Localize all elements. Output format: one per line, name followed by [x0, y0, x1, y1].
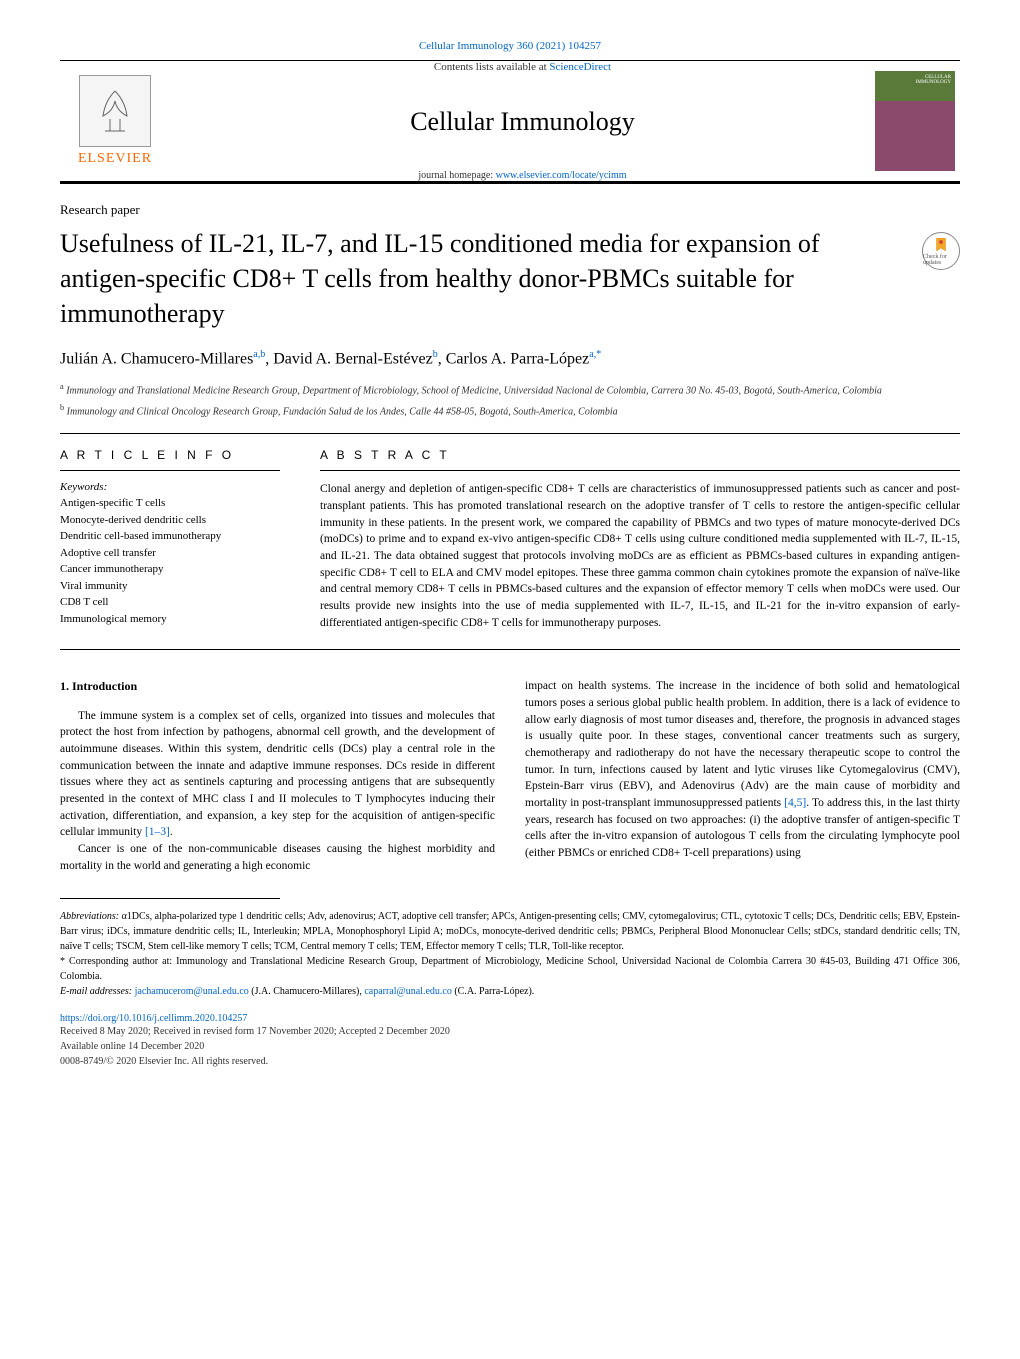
affiliation-a: a Immunology and Translational Medicine … [60, 381, 960, 398]
body-two-column: 1. Introduction The immune system is a c… [60, 678, 960, 874]
intro-col2-a: impact on health systems. The increase i… [525, 680, 960, 809]
journal-homepage-line: journal homepage: www.elsevier.com/locat… [170, 170, 875, 181]
contents-prefix: Contents lists available at [434, 61, 549, 73]
homepage-link[interactable]: www.elsevier.com/locate/ycimm [496, 170, 627, 181]
affiliation-b: b Immunology and Clinical Oncology Resea… [60, 402, 960, 419]
contents-available-line: Contents lists available at ScienceDirec… [170, 61, 875, 73]
abbreviations-label: Abbreviations: [60, 911, 119, 922]
article-info-heading: A R T I C L E I N F O [60, 448, 280, 471]
footer-separator [60, 898, 280, 899]
article-title: Usefulness of IL-21, IL-7, and IL-15 con… [60, 226, 902, 331]
check-updates-label: Check for updates [923, 254, 959, 266]
author-1: Julián A. Chamucero-Millares [60, 351, 253, 368]
authors-line: Julián A. Chamucero-Millaresa,b, David A… [60, 349, 960, 368]
corresponding-author: * Corresponding author at: Immunology an… [60, 954, 960, 984]
abstract-text: Clonal anergy and depletion of antigen-s… [320, 481, 960, 631]
ref-link-4-5[interactable]: [4,5] [784, 797, 806, 809]
intro-p1-text: The immune system is a complex set of ce… [60, 710, 495, 839]
email-name-2: (C.A. Parra-López). [452, 986, 534, 997]
affiliation-b-text: Immunology and Clinical Oncology Researc… [67, 406, 618, 417]
affiliation-a-text: Immunology and Translational Medicine Re… [66, 385, 882, 396]
author-1-affil: a,b [253, 349, 265, 360]
check-updates-badge[interactable]: Check for updates [922, 232, 960, 270]
doi-link[interactable]: https://doi.org/10.1016/j.cellimm.2020.1… [60, 1013, 960, 1024]
abstract-heading: A B S T R A C T [320, 448, 960, 471]
ref-link-1-3[interactable]: [1–3] [145, 826, 170, 838]
section-1-heading: 1. Introduction [60, 678, 495, 695]
available-online: Available online 14 December 2020 [60, 1039, 960, 1054]
intro-p1-end: . [170, 826, 173, 838]
author-3-affil: a,* [589, 349, 601, 360]
body-column-right: impact on health systems. The increase i… [525, 678, 960, 874]
intro-paragraph-2: Cancer is one of the non-communicable di… [60, 841, 495, 874]
article-info-column: A R T I C L E I N F O Keywords: Antigen-… [60, 448, 280, 631]
abstract-column: A B S T R A C T Clonal anergy and deplet… [320, 448, 960, 631]
body-column-left: 1. Introduction The immune system is a c… [60, 678, 495, 874]
journal-cover-thumbnail [875, 71, 955, 171]
abbreviations-text: α1DCs, alpha-polarized type 1 dendritic … [60, 911, 960, 952]
publisher-logo: ELSEVIER [60, 61, 170, 181]
elsevier-tree-icon [79, 75, 151, 147]
copyright-line: 0008-8749/© 2020 Elsevier Inc. All right… [60, 1054, 960, 1069]
email-name-1: (J.A. Chamucero-Millares), [249, 986, 365, 997]
keywords-label: Keywords: [60, 481, 280, 493]
email-link-1[interactable]: jachamucerom@unal.edu.co [135, 986, 249, 997]
author-3: , Carlos A. Parra-López [438, 351, 590, 368]
publisher-name: ELSEVIER [78, 151, 152, 167]
author-2: , David A. Bernal-Estévez [265, 351, 433, 368]
homepage-prefix: journal homepage: [418, 170, 495, 181]
sciencedirect-link[interactable]: ScienceDirect [549, 61, 611, 73]
journal-header: ELSEVIER Contents lists available at Sci… [60, 60, 960, 184]
email-link-2[interactable]: caparral@unal.edu.co [364, 986, 452, 997]
article-type: Research paper [60, 202, 960, 218]
bookmark-icon [932, 236, 950, 254]
intro-paragraph-1: The immune system is a complex set of ce… [60, 708, 495, 841]
abbreviations-block: Abbreviations: α1DCs, alpha-polarized ty… [60, 909, 960, 954]
intro-col2-paragraph: impact on health systems. The increase i… [525, 678, 960, 861]
email-addresses: E-mail addresses: jachamucerom@unal.edu.… [60, 984, 960, 999]
keywords-list: Antigen-specific T cells Monocyte-derive… [60, 495, 280, 627]
received-dates: Received 8 May 2020; Received in revised… [60, 1024, 960, 1039]
journal-name: Cellular Immunology [170, 107, 875, 137]
email-label: E-mail addresses: [60, 986, 135, 997]
